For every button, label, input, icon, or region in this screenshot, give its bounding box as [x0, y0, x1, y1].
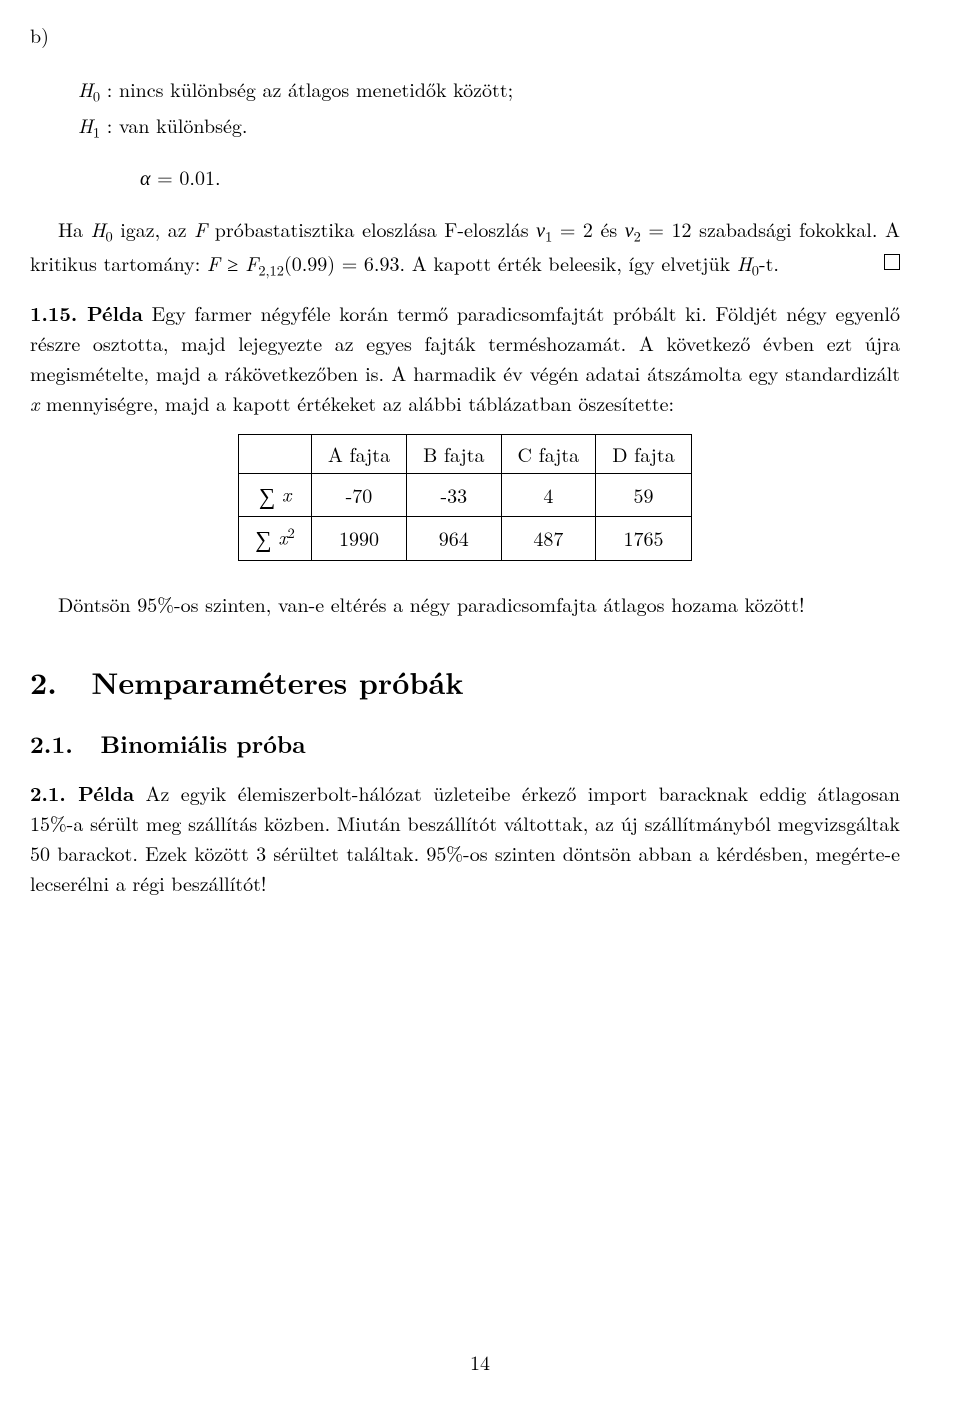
row2-label: ∑ x2: [239, 517, 312, 561]
subsection-2-1-heading: 2.1. Binomiális próba: [30, 726, 900, 762]
table-head-c: C fajta: [501, 434, 596, 473]
pelda-1-15-text2: mennyiségre, majd a kapott értékeket az …: [39, 388, 674, 417]
p1-nu1: ν: [536, 214, 545, 243]
p1-pre: Ha: [58, 214, 91, 243]
p1-Fsub: 2,12: [258, 260, 284, 280]
sum-symbol-1: ∑: [259, 478, 275, 513]
p1-h0-sub: 0: [105, 226, 112, 246]
cell-1-c: 4: [501, 473, 596, 517]
page: b) H0 : nincs különbség az átlagos menet…: [0, 0, 960, 1405]
row1-label: ∑ x: [239, 473, 312, 517]
table-corner: [239, 434, 312, 473]
pelda-1-15: 1.15. Példa Egy farmer négyféle korán te…: [30, 298, 900, 418]
p1-mid1: igaz, az: [113, 214, 195, 243]
h0-sub: 0: [93, 86, 100, 106]
page-number: 14: [0, 1347, 960, 1377]
question-paragraph: Döntsön 95%-os szinten, van-e eltérés a …: [30, 589, 900, 619]
part-b-label: b): [30, 20, 900, 50]
pelda-2-1-label: 2.1. Példa: [30, 778, 134, 807]
section-2-num: 2.: [30, 660, 57, 703]
p1-h0: H: [91, 214, 106, 243]
row2-var: x: [278, 521, 287, 550]
pelda-1-15-x: x: [30, 388, 39, 417]
p1-mid2: próbastatisztika eloszlása F-eloszlás: [207, 214, 536, 243]
row2-sup: 2: [288, 523, 295, 543]
yield-table: A fajta B fajta C fajta D fajta ∑ x -70 …: [238, 434, 691, 561]
p1-h0b-sub: 0: [752, 260, 759, 280]
section-2-heading: 2. Nemparaméteres próbák: [30, 659, 900, 704]
cell-1-b: -33: [407, 473, 501, 517]
p1-eq1: = 2 és: [552, 214, 625, 243]
p1-nu2-sub: 2: [634, 226, 641, 246]
subsection-2-1-title: Binomiális próba: [101, 727, 306, 761]
cell-2-b: 964: [407, 517, 501, 561]
p1-Fge: F ≥ F: [207, 248, 258, 277]
cell-2-c: 487: [501, 517, 596, 561]
pelda-2-1-text: Az egyik élemiszerbolt-hálózat üzleteibe…: [30, 778, 900, 897]
table-head-d: D fajta: [596, 434, 692, 473]
p1-end: -t.: [759, 248, 779, 277]
h1-symbol: H: [78, 110, 93, 139]
h0-line: H0 : nincs különbség az átlagos menetidő…: [78, 74, 900, 108]
paragraph-f-test: Ha H0 igaz, az F próbastatisztika eloszl…: [30, 214, 900, 282]
table-head-b: B fajta: [407, 434, 501, 473]
h1-sub: 1: [93, 122, 100, 142]
alpha-val: 0.01.: [179, 162, 220, 191]
pelda-2-1: 2.1. Példa Az egyik élemiszerbolt-hálóza…: [30, 778, 900, 898]
section-2-title: Nemparaméteres próbák: [91, 660, 463, 703]
alpha-eq: =: [151, 162, 180, 191]
h0-symbol: H: [78, 74, 93, 103]
alpha-line: α = 0.01.: [140, 162, 900, 192]
cell-1-d: 59: [596, 473, 692, 517]
table-row-sumx2: ∑ x2 1990 964 487 1765: [239, 517, 691, 561]
pelda-1-15-text1: Egy farmer négyféle korán termő paradics…: [30, 298, 900, 387]
p1-F: F: [194, 214, 207, 243]
p1-nu2: ν: [625, 214, 634, 243]
h0-text: : nincs különbség az átlagos menetidők k…: [100, 74, 513, 103]
p1-arg: (0.99) = 6.93. A kapott érték beleesik, …: [284, 248, 737, 277]
row1-var: x: [282, 478, 291, 507]
hypotheses-block: H0 : nincs különbség az átlagos menetidő…: [78, 74, 900, 144]
sum-symbol-2: ∑: [255, 521, 271, 556]
qed-box-icon: [884, 254, 900, 270]
cell-2-d: 1765: [596, 517, 692, 561]
p1-h0b: H: [737, 248, 752, 277]
cell-2-a: 1990: [311, 517, 406, 561]
pelda-1-15-label: 1.15. Példa: [30, 298, 143, 327]
table-head-a: A fajta: [311, 434, 406, 473]
alpha-sym: α: [140, 162, 151, 191]
h1-text: : van különbség.: [100, 110, 247, 139]
cell-1-a: -70: [311, 473, 406, 517]
h1-line: H1 : van különbség.: [78, 110, 900, 144]
subsection-2-1-num: 2.1.: [30, 727, 73, 761]
table-header-row: A fajta B fajta C fajta D fajta: [239, 434, 691, 473]
table-row-sumx: ∑ x -70 -33 4 59: [239, 473, 691, 517]
